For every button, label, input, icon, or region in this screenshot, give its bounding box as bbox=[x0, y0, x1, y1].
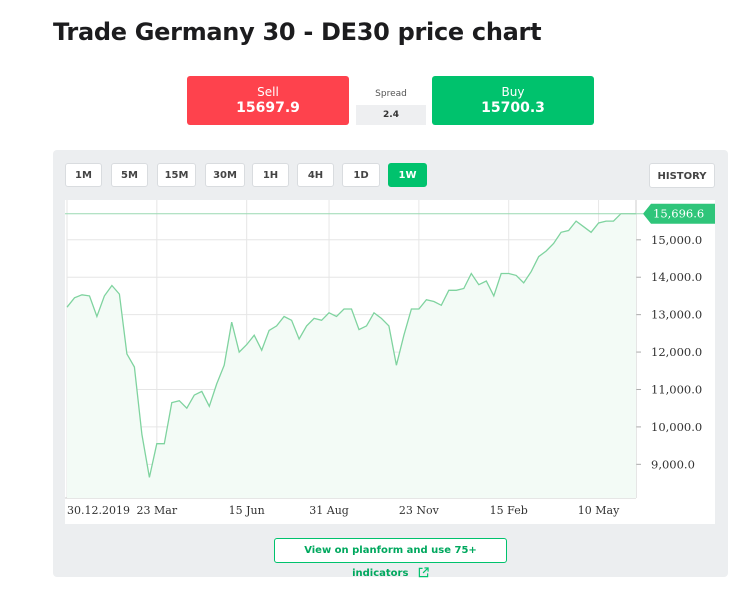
sell-label: Sell bbox=[257, 85, 279, 99]
y-tick-label: 13,000.0 bbox=[651, 308, 702, 322]
y-tick-label: 12,000.0 bbox=[651, 345, 702, 359]
last-price-tag bbox=[643, 203, 715, 224]
timeframe-1d[interactable]: 1D bbox=[342, 163, 380, 187]
price-chart: 15,000.0 14,000.0 13,000.0 12,000.0 11,000.0… bbox=[65, 200, 715, 524]
timeframe-1w[interactable]: 1W bbox=[388, 163, 427, 187]
y-tick-label: 14,000.0 bbox=[651, 270, 702, 284]
x-tick-label: 10 May bbox=[578, 504, 620, 517]
page-title: Trade Germany 30 - DE30 price chart bbox=[53, 18, 542, 46]
x-tick-label: 23 Mar bbox=[137, 504, 178, 517]
spread-value: 2.4 bbox=[356, 105, 426, 125]
buy-price: 15700.3 bbox=[481, 100, 545, 116]
timeframe-5m[interactable]: 5M bbox=[111, 163, 148, 187]
timeframe-15m[interactable]: 15M bbox=[157, 163, 196, 187]
price-chart-svg: 15,000.0 14,000.0 13,000.0 12,000.0 11,000.0… bbox=[65, 200, 715, 517]
chart-panel: 1M 5M 15M 30M 1H 4H 1D 1W HISTORY 15,000… bbox=[53, 150, 728, 579]
view-on-platform-button[interactable]: View on planform and use 75+ indicators bbox=[274, 538, 507, 579]
timeframe-30m[interactable]: 30M bbox=[205, 163, 245, 187]
spread-label: Spread bbox=[375, 89, 407, 99]
history-button[interactable]: HISTORY bbox=[649, 163, 715, 188]
timeframe-1h[interactable]: 1H bbox=[252, 163, 289, 187]
view-on-platform-label: View on planform and use 75+ indicators bbox=[304, 545, 477, 579]
x-tick-label: 15 Jun bbox=[229, 504, 265, 517]
x-tick-label: 15 Feb bbox=[490, 504, 528, 517]
sell-price: 15697.9 bbox=[236, 100, 300, 116]
y-tick-label: 11,000.0 bbox=[651, 382, 702, 396]
y-tick-label: 15,000.0 bbox=[651, 233, 702, 247]
y-tick-label: 10,000.0 bbox=[651, 420, 702, 434]
x-tick-label: 23 Nov bbox=[399, 504, 440, 517]
buy-button[interactable]: Buy 15700.3 bbox=[432, 76, 594, 125]
external-link-icon bbox=[418, 567, 429, 578]
sell-button[interactable]: Sell 15697.9 bbox=[187, 76, 349, 125]
timeframe-1m[interactable]: 1M bbox=[65, 163, 102, 187]
price-line bbox=[66, 212, 637, 478]
x-tick-label: 31 Aug bbox=[309, 504, 349, 517]
timeframe-4h[interactable]: 4H bbox=[297, 163, 334, 187]
y-tick-label: 9,000.0 bbox=[651, 457, 695, 471]
buy-label: Buy bbox=[501, 85, 525, 99]
price-area bbox=[67, 213, 636, 498]
x-tick-label: 30.12.2019 bbox=[67, 504, 130, 517]
last-price-label: 15,696.6 bbox=[653, 207, 704, 221]
